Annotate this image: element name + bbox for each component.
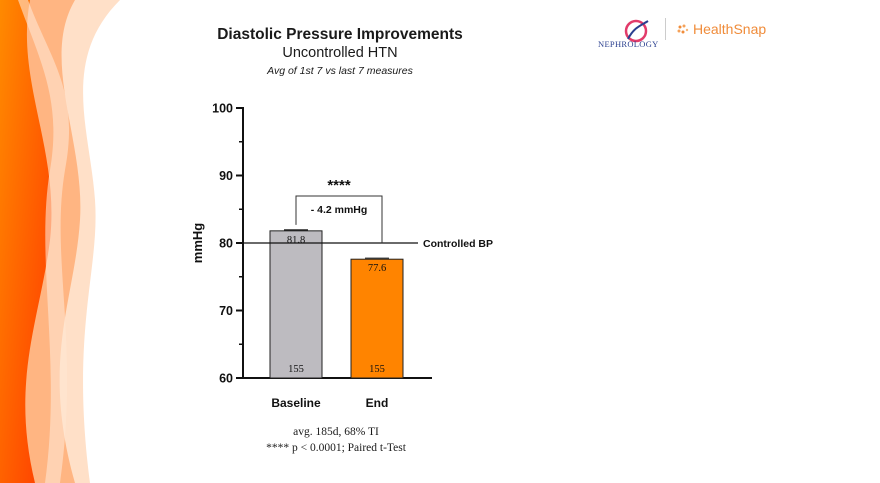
x-category-label: Baseline	[271, 396, 321, 410]
bar-n-label: 155	[369, 364, 385, 375]
significance-stars: ****	[327, 177, 351, 194]
footnote-duration: avg. 185d, 68% TI	[293, 426, 379, 438]
healthsnap-icon	[677, 24, 689, 34]
y-tick-label: 90	[219, 169, 233, 183]
wave-shape-front	[0, 0, 52, 483]
nephrology-logo-text: NEPHROLOGY	[598, 39, 659, 49]
labels-group: 81.8 155 Baseline 77.6 155 End Controlled BP **…	[243, 177, 493, 410]
bars-group	[269, 229, 404, 379]
chart-note: Avg of 1st 7 vs last 7 measures	[267, 65, 413, 77]
healthsnap-logo-text: HealthSnap	[693, 21, 767, 37]
y-tick-label: 70	[219, 304, 233, 318]
bar-value-label: 77.6	[368, 263, 386, 274]
chart-subtitle: Uncontrolled HTN	[282, 45, 398, 61]
y-tick-label: 100	[212, 102, 233, 116]
bar-value-label: 81.8	[287, 235, 305, 246]
chart-title: Diastolic Pressure Improvements	[217, 26, 463, 43]
bar-end	[350, 258, 404, 379]
y-axis-label: mmHg	[190, 223, 205, 264]
x-category-label: End	[366, 396, 389, 410]
controlled-bp-label: Controlled BP	[423, 238, 493, 250]
y-tick-label: 60	[219, 372, 233, 386]
y-tick-label: 80	[219, 237, 233, 251]
wave-highlight	[18, 0, 70, 483]
significance-bracket	[295, 195, 383, 244]
nephrology-logo	[624, 19, 649, 43]
bar-baseline	[269, 230, 323, 379]
footnote-significance: **** p < 0.0001; Paired t-Test	[266, 442, 406, 454]
bar-n-label: 155	[288, 364, 304, 375]
difference-label: - 4.2 mmHg	[311, 204, 368, 216]
logo-divider	[665, 18, 666, 40]
